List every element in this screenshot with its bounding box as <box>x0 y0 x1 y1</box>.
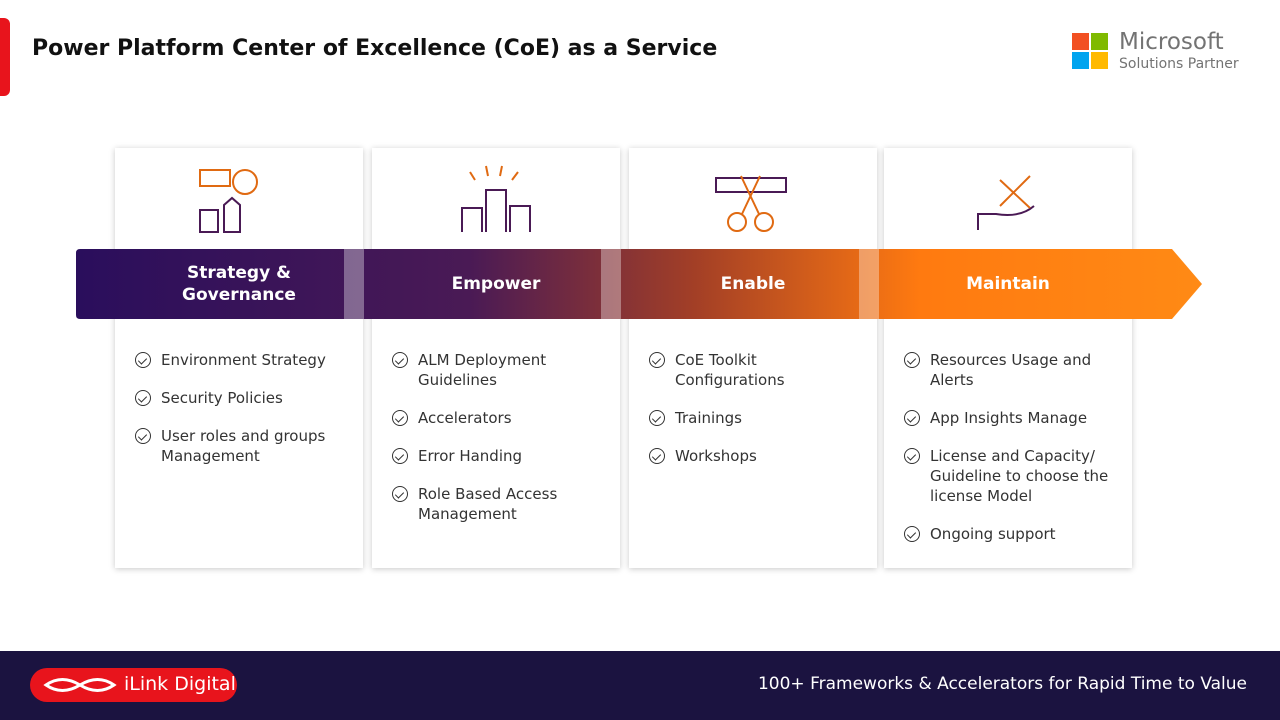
accent-bar <box>0 18 10 96</box>
list-item: Ongoing support <box>904 524 1119 544</box>
list-item: Workshops <box>649 446 864 466</box>
item-list: ALM Deployment Guidelines Accelerators Err… <box>392 350 607 542</box>
list-item: Accelerators <box>392 408 607 428</box>
brand-mark <box>43 678 117 692</box>
list-item: User roles and groups Management <box>135 426 350 466</box>
list-item: Environment Strategy <box>135 350 350 370</box>
title: Power Platform Center of Excellence (CoE… <box>32 36 718 61</box>
brand-name: iLink Digital <box>124 673 236 695</box>
list-item: Role Based Access Management <box>392 484 607 524</box>
list-item: License and Capacity/ Guideline to choos… <box>904 446 1119 506</box>
brand-pill <box>30 668 237 702</box>
column-title: Strategy & Governance <box>182 263 296 305</box>
list-item: CoE Toolkit Configurations <box>649 350 864 390</box>
column-title-box: Strategy & Governance <box>134 249 344 319</box>
partner-subtitle: Solutions Partner <box>1119 56 1239 72</box>
tagline: 100+ Frameworks & Accelerators for Rapid… <box>757 674 1247 694</box>
column-title: Empower <box>451 274 541 294</box>
column-title: Maintain <box>966 274 1050 294</box>
item-list: Environment Strategy Security Policies Use… <box>135 350 350 484</box>
list-item: Resources Usage and Alerts <box>904 350 1119 390</box>
list-item: Error Handing <box>392 446 607 466</box>
column-title-box: Enable <box>648 249 858 319</box>
column-title-box: Maintain <box>903 249 1113 319</box>
item-list: CoE Toolkit Configurations Trainings Works… <box>649 350 864 484</box>
list-item: Security Policies <box>135 388 350 408</box>
item-list: Resources Usage and Alerts App Insights M… <box>904 350 1119 562</box>
partner-name: Microsoft <box>1119 29 1224 55</box>
list-item: Trainings <box>649 408 864 428</box>
column-title: Enable <box>720 274 786 294</box>
ms-logo <box>1072 33 1108 69</box>
column-title-box: Empower <box>391 249 601 319</box>
list-item: ALM Deployment Guidelines <box>392 350 607 390</box>
list-item: App Insights Manage <box>904 408 1119 428</box>
